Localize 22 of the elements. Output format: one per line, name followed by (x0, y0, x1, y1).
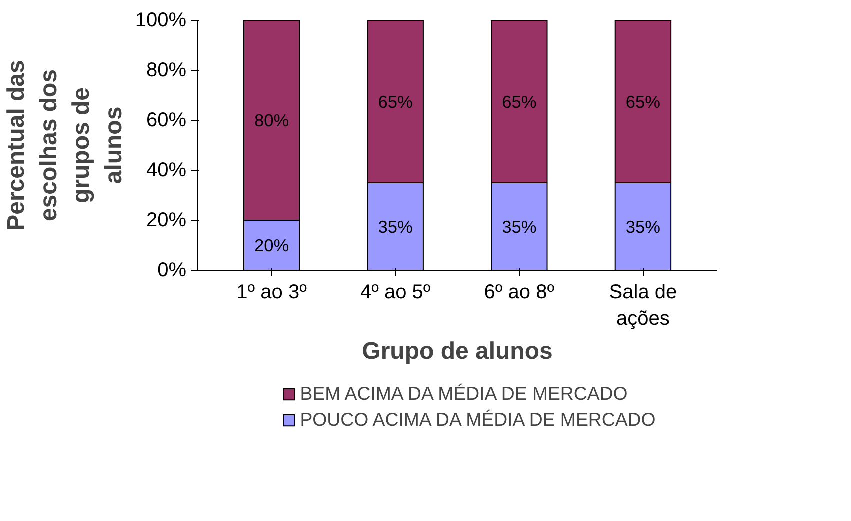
data-label: 80% (254, 110, 290, 130)
data-label: 35% (626, 216, 661, 237)
y-tick-label: 80% (146, 60, 187, 82)
legend-label: BEM ACIMA DA MÉDIA DE MERCADO (300, 383, 628, 405)
y-axis-title: Percentual das escolhas dos grupos de alunos (3, 60, 128, 231)
data-label: 35% (378, 216, 413, 237)
data-label: 20% (254, 236, 290, 256)
x-tick-label: Sala de ações (609, 282, 678, 330)
y-tick-label: 20% (146, 210, 187, 232)
x-axis-title: Grupo de alunos (362, 338, 553, 365)
data-label: 35% (502, 216, 537, 237)
y-tick-label: 0% (158, 260, 187, 282)
data-label: 65% (378, 92, 413, 112)
data-label: 65% (502, 92, 537, 112)
legend-label: POUCO ACIMA DA MÉDIA DE MERCADO (300, 409, 656, 431)
data-label: 65% (626, 92, 661, 112)
y-tick-label: 40% (146, 160, 187, 182)
x-tick-label: 1º ao 3º (236, 282, 308, 304)
x-tick-label: 6º ao 8º (484, 282, 556, 304)
y-tick-label: 100% (135, 10, 187, 32)
y-tick-label: 60% (146, 110, 187, 132)
x-tick-label: 4º ao 5º (360, 282, 432, 304)
